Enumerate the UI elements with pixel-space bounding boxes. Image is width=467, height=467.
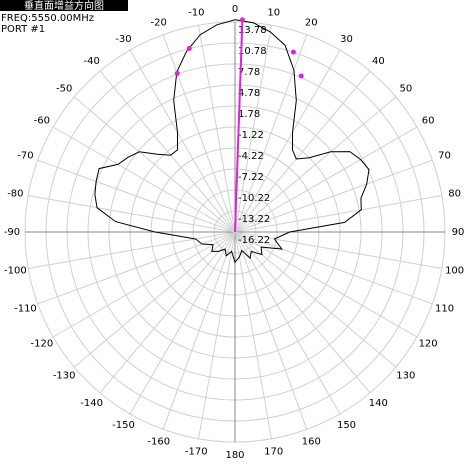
angle-label: 130 xyxy=(396,370,415,381)
grid-spoke xyxy=(234,25,272,233)
grid-spoke xyxy=(28,195,236,233)
angle-label: -150 xyxy=(112,420,135,431)
angle-label: 110 xyxy=(435,303,454,314)
title-box xyxy=(0,0,128,11)
grid-spoke xyxy=(73,96,236,233)
angle-label: -90 xyxy=(4,227,20,238)
r-tick-label: 7.78 xyxy=(238,67,260,78)
marker xyxy=(174,70,180,76)
grid-spoke xyxy=(234,159,433,233)
angle-label: -80 xyxy=(7,188,23,199)
r-tick-label: -10.22 xyxy=(238,193,270,204)
grid-spoke xyxy=(129,49,236,233)
angle-label: -140 xyxy=(80,398,103,409)
angle-label: 150 xyxy=(337,420,356,431)
subtitle: PORT #1 xyxy=(1,24,45,35)
angle-label: 10 xyxy=(267,7,280,18)
grid-spoke xyxy=(52,126,236,233)
r-tick-label: 4.78 xyxy=(238,88,260,99)
grid-spoke xyxy=(234,70,371,233)
marker xyxy=(186,45,192,51)
angle-label: 120 xyxy=(419,339,438,350)
grid-spoke xyxy=(234,195,442,233)
angle-label: -20 xyxy=(151,17,167,28)
grid-spoke xyxy=(129,231,236,415)
grid-spoke xyxy=(198,231,236,439)
angle-label: 50 xyxy=(399,84,412,95)
angle-label: 180 xyxy=(225,450,244,461)
grid-spoke xyxy=(234,231,442,269)
grid-spoke xyxy=(162,34,236,233)
r-tick-label: -1.22 xyxy=(238,130,264,141)
pattern-line xyxy=(94,19,370,264)
r-tick-label: -13.22 xyxy=(238,214,270,225)
angle-label: 100 xyxy=(445,266,464,277)
angle-label: 90 xyxy=(452,227,465,238)
grid-spoke xyxy=(52,231,236,338)
r-tick-label: -16.22 xyxy=(238,235,270,246)
grid-spoke xyxy=(234,49,341,233)
grid-spoke xyxy=(234,231,341,415)
grid-spoke xyxy=(234,231,433,305)
angle-label: 140 xyxy=(369,398,388,409)
grid-spoke xyxy=(99,70,236,233)
angle-label: -170 xyxy=(185,447,208,458)
angle-label: 70 xyxy=(438,151,451,162)
angle-label: -160 xyxy=(147,437,170,448)
angle-label: -60 xyxy=(34,116,50,127)
angle-label: -110 xyxy=(14,303,37,314)
grid-spoke xyxy=(234,126,418,233)
grid-spoke xyxy=(28,231,236,269)
chart-title: 垂直面增益方向图 xyxy=(24,0,104,12)
grid-spoke xyxy=(162,231,236,430)
angle-label: 20 xyxy=(305,17,318,28)
angle-label: 60 xyxy=(422,116,435,127)
peak-marker xyxy=(239,17,245,23)
r-tick-label: 13.78 xyxy=(238,25,267,36)
angle-label: 170 xyxy=(264,447,283,458)
marker xyxy=(298,73,304,79)
subtitle: FREQ:5550.00MHz xyxy=(1,13,94,24)
angle-label: -70 xyxy=(17,151,33,162)
r-tick-label: -4.22 xyxy=(238,151,264,162)
grid-spoke xyxy=(73,231,236,368)
angle-label: -10 xyxy=(188,7,204,18)
angle-label: 40 xyxy=(372,56,385,67)
grid-spoke xyxy=(234,231,371,394)
grid-spoke xyxy=(234,231,308,430)
angle-label: 160 xyxy=(302,437,321,448)
marker xyxy=(290,49,296,55)
grid-spoke xyxy=(198,25,236,233)
r-tick-label: 1.78 xyxy=(238,109,260,120)
angle-label: -50 xyxy=(56,84,72,95)
angle-label: -30 xyxy=(115,34,131,45)
peak-line xyxy=(234,19,244,233)
r-tick-label: 10.78 xyxy=(238,46,267,57)
angle-label: -130 xyxy=(53,370,76,381)
angle-label: -40 xyxy=(83,56,99,67)
grid-spoke xyxy=(234,34,308,233)
grid-spoke xyxy=(37,159,236,233)
angle-label: 30 xyxy=(340,34,353,45)
angle-label: 80 xyxy=(448,188,461,199)
grid-spoke xyxy=(99,231,236,394)
grid-spoke xyxy=(234,96,397,233)
grid-spoke xyxy=(234,231,418,338)
r-tick-label: -7.22 xyxy=(238,172,264,183)
angle-label: -100 xyxy=(4,266,27,277)
angle-label: 0 xyxy=(232,4,238,15)
angle-label: -120 xyxy=(31,339,54,350)
grid-spoke xyxy=(234,231,272,439)
